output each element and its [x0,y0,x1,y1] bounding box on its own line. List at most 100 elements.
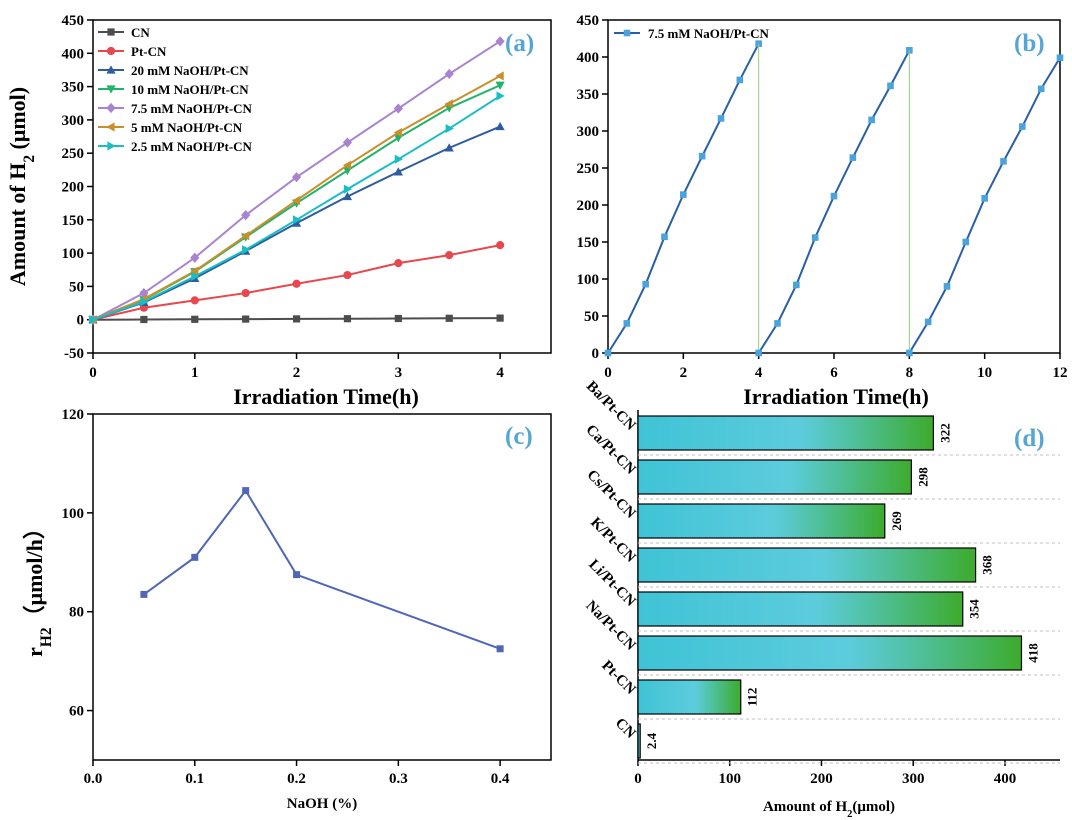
bar-value-label: 2.4 [644,732,659,749]
y-tick-label: 50 [69,279,84,295]
legend-label: 10 mM NaOH/Pt-CN [131,82,249,97]
panel-label-d: (d) [1014,425,1045,452]
data-point [342,137,353,148]
data-point [293,571,301,579]
data-point [906,349,913,357]
data-point [393,103,403,114]
x-axis-title: NaOH (%) [287,796,357,812]
data-point [394,314,402,323]
y-tick-label: 350 [577,87,600,103]
data-point [292,279,301,288]
x-tick-label: 2 [293,365,301,381]
x-tick-label: 0.0 [84,771,103,787]
x-tick-label: 12 [1053,365,1068,381]
data-point [242,487,250,495]
bar-value-label: 112 [745,688,760,707]
data-point [241,288,250,298]
y-axis-title: Amount of H2 (μmol) [5,87,38,286]
data-point [190,266,199,276]
bar [637,591,964,627]
data-point [394,154,403,164]
data-point [89,315,98,325]
x-axis-title: Irradiation Time(h) [233,384,419,409]
y-tick-label: 200 [62,180,85,196]
data-point [292,315,301,323]
panel-label-b: (b) [1014,30,1045,57]
data-point [698,152,706,160]
legend-marker [106,122,115,132]
legend-marker [107,141,116,151]
data-point [291,218,302,227]
data-point [140,590,148,598]
data-point [1019,123,1026,130]
legend-label: CN [131,25,150,40]
y-tick-label: 250 [577,161,600,177]
data-point [1037,85,1045,93]
series-line [908,57,1061,354]
y-tick-label: 50 [584,309,599,325]
bar-value-label: 418 [1025,643,1040,663]
data-point [1000,158,1007,165]
data-point [241,210,251,221]
data-point [445,250,454,260]
x-tick-label: 100 [718,771,741,787]
category-label: CN [612,715,639,742]
series-line [607,43,760,354]
data-point [495,71,504,81]
legend-marker [106,102,116,114]
data-point [242,315,250,323]
x-axis-title: Irradiation Time(h) [743,384,929,409]
x-tick-label: 2 [680,365,688,381]
data-point [981,195,988,202]
data-point [343,270,352,280]
x-tick-label: 0.1 [185,771,204,787]
data-point [496,91,505,101]
y-tick-label: 200 [577,198,600,214]
data-point [445,123,454,134]
legend-label: 2.5 mM NaOH/Pt-CN [131,139,253,154]
legend-label: 5 mM NaOH/Pt-CN [131,120,243,135]
data-point [811,234,819,241]
data-point [943,283,951,290]
data-point [623,320,631,327]
x-axis-title: Amount of H2(μmol) [763,799,895,820]
data-point [495,36,505,47]
data-point [1056,54,1064,62]
y-tick-label: 400 [62,46,85,62]
legend-marker [107,28,115,36]
data-point [868,116,875,124]
y-tick-label: 150 [62,213,85,229]
data-point [755,349,762,357]
y-tick-label: 300 [62,113,85,129]
x-tick-label: 6 [830,365,838,381]
data-point [736,76,744,84]
data-point [190,252,200,263]
panel-a: 0 1 2 3 4 -50 0 50 100 150 200 250 300 350 400 450 Irrad… [5,13,552,409]
x-tick-label: 1 [191,365,199,381]
x-tick-label: 300 [902,771,925,787]
data-point [140,297,149,307]
legend-marker [106,65,116,74]
bar-value-label: 269 [889,511,904,531]
y-tick-label: 0 [592,346,600,362]
data-point [496,645,504,653]
bar [637,503,886,539]
legend-marker [106,46,116,56]
plot-frame-c [92,413,552,761]
y-tick-label: 100 [577,272,600,288]
data-point [444,99,453,109]
y-tick-label: 100 [62,246,85,262]
x-tick-label: 200 [810,771,833,787]
data-point [191,553,199,561]
category-label: Pt-CN [598,658,638,698]
data-point [495,121,505,131]
data-point [830,192,838,200]
data-point [445,314,453,322]
data-point [642,280,649,288]
data-point [680,191,687,198]
x-tick-label: 0.4 [491,771,510,787]
y-tick-label: 0 [77,313,85,329]
x-tick-label: 4 [496,365,504,381]
legend-label: 7.5 mM NaOH/Pt-CN [648,26,770,41]
legend-label: 7.5 mM NaOH/Pt-CN [131,101,253,116]
